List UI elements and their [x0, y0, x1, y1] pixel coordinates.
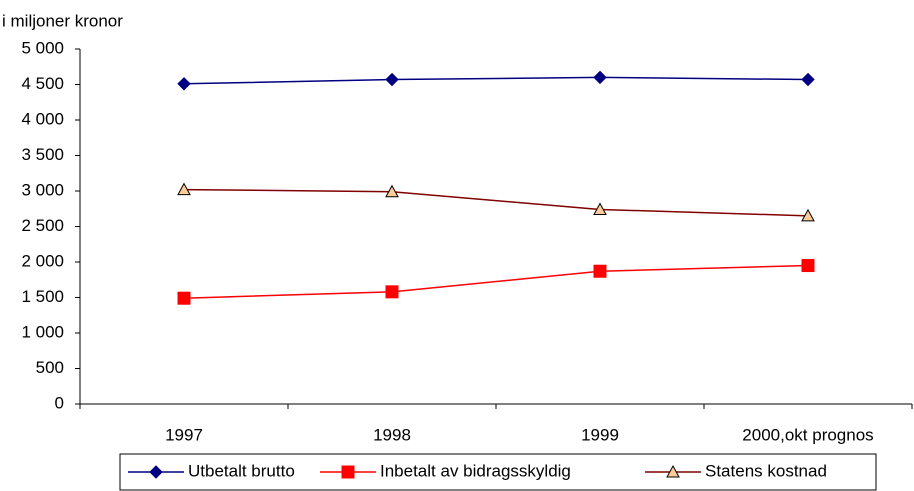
- y-tick-label: 3 000: [21, 180, 64, 199]
- marker: [593, 70, 607, 85]
- marker: [801, 72, 815, 87]
- marker: [177, 291, 191, 305]
- y-tick-label: 0: [55, 393, 64, 412]
- legend-box: [119, 453, 877, 491]
- y-tick-label: 3 500: [21, 145, 64, 164]
- y-tick-label: 4 500: [21, 74, 64, 93]
- y-tick-label: 4 000: [21, 109, 64, 128]
- marker: [385, 72, 399, 87]
- y-tick-label: 5 000: [21, 38, 64, 57]
- marker: [385, 184, 399, 198]
- x-tick-label: 1999: [581, 425, 619, 444]
- marker: [593, 264, 607, 278]
- y-tick-label: 1 500: [21, 287, 64, 306]
- line: [183, 76, 809, 85]
- x-tick-label: 1998: [373, 425, 411, 444]
- y-tick-label: 2 500: [21, 216, 64, 235]
- marker: [801, 208, 815, 222]
- legend-label: Inbetalt av bidragsskyldig: [380, 461, 571, 480]
- line: [183, 188, 809, 217]
- marker: [801, 259, 815, 273]
- marker: [385, 285, 399, 299]
- x-tick-label: 1997: [165, 425, 203, 444]
- y-tick-label: 2 000: [21, 251, 64, 270]
- legend-marker: [341, 465, 355, 479]
- line: [183, 264, 809, 299]
- marker: [177, 182, 191, 196]
- marker: [593, 202, 607, 215]
- marker: [177, 77, 191, 91]
- x-tick-label: 2000,okt prognos: [742, 425, 873, 444]
- y-axis-label: i miljoner kronor: [2, 11, 123, 30]
- legend-label: Utbetalt brutto: [188, 461, 295, 480]
- legend-marker: [666, 464, 680, 478]
- y-tick-label: 1 000: [21, 322, 64, 341]
- y-tick-label: 500: [36, 358, 64, 377]
- legend-label: Statens kostnad: [705, 461, 827, 480]
- legend-marker: [149, 465, 163, 479]
